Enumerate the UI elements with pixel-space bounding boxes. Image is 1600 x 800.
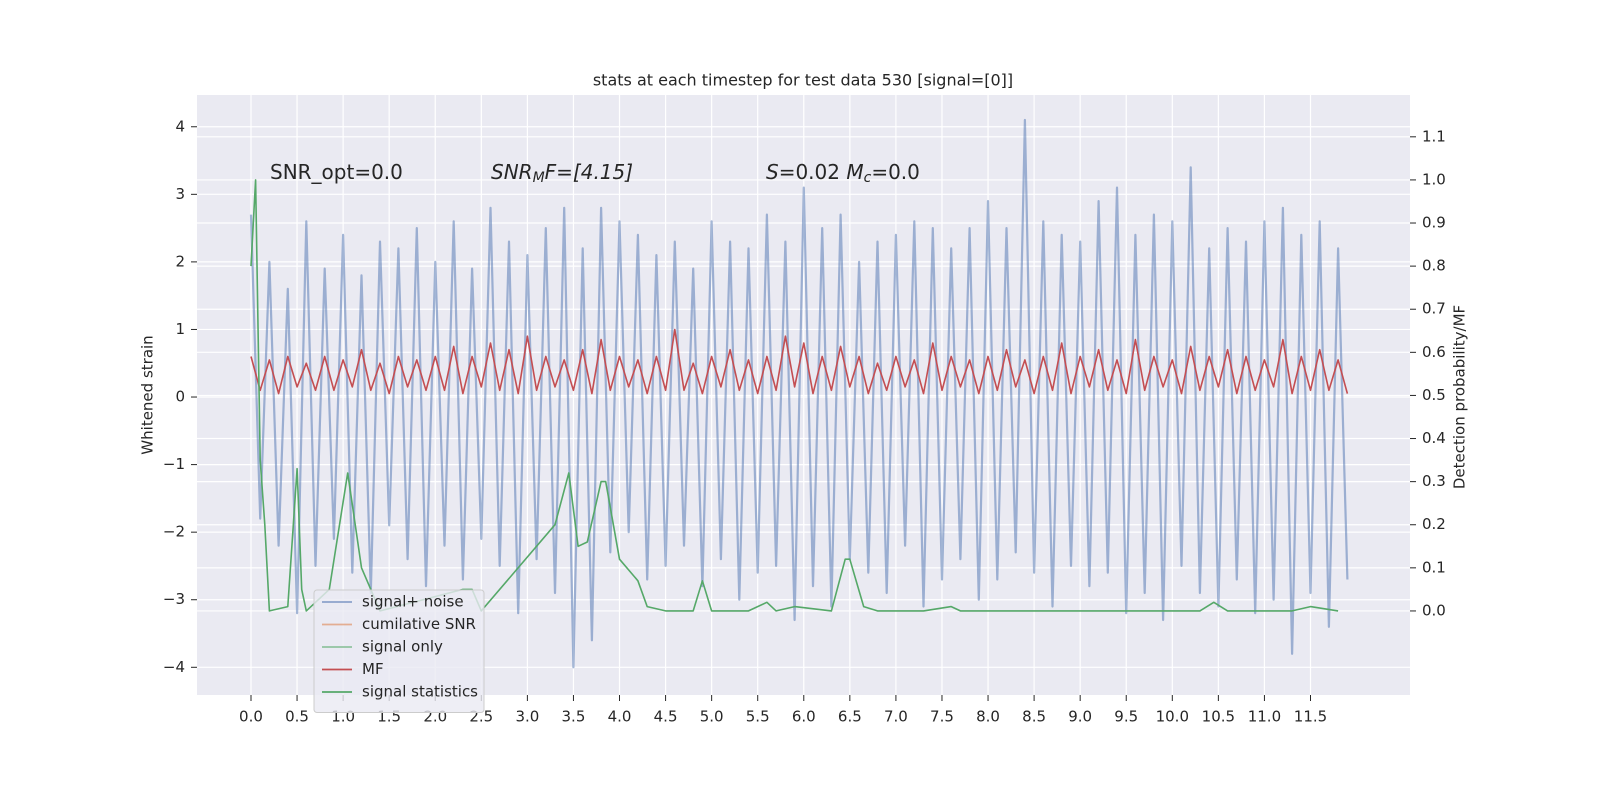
legend-label: signal statistics — [362, 683, 478, 701]
annotation-part: F=[4.15] — [545, 160, 633, 184]
y2-tick-label: 0.0 — [1422, 601, 1446, 619]
y2-tick-label: 1.0 — [1422, 170, 1446, 188]
x-tick-label: 10.5 — [1202, 708, 1235, 726]
x-tick-label: 7.0 — [884, 708, 908, 726]
x-tick-label: 7.5 — [930, 708, 954, 726]
annotation-part: SNR — [491, 160, 533, 184]
x-tick-label: 6.0 — [792, 708, 816, 726]
x-tick-label: 0.0 — [239, 708, 263, 726]
y2-tick-label: 0.4 — [1422, 429, 1446, 447]
x-tick-label: 8.0 — [976, 708, 1000, 726]
legend: signal+ noise cumilative SNR signal only MF… — [313, 589, 485, 713]
annotation-part: c — [864, 170, 872, 186]
y-tick-label: 0 — [175, 388, 185, 406]
y2-axis-label: Detection probability/MF — [1451, 305, 1469, 489]
legend-box — [313, 589, 485, 713]
y-tick-label: 1 — [175, 320, 185, 338]
annotation: S=0.02 Mc=0.0 — [766, 160, 920, 187]
legend-label: signal+ noise — [362, 593, 464, 611]
y-tick-label: −1 — [163, 455, 185, 473]
x-tick-label: 4.0 — [608, 708, 632, 726]
legend-label: cumilative SNR — [362, 615, 476, 633]
y-tick-label: 3 — [175, 185, 185, 203]
x-tick-label: 9.5 — [1114, 708, 1138, 726]
x-tick-label: 3.0 — [515, 708, 539, 726]
y2-tick-label: 0.9 — [1422, 214, 1446, 232]
annotation-part: =0.02 — [779, 160, 847, 184]
annotation: SNRMF=[4.15] — [491, 160, 633, 187]
x-tick-label: 6.5 — [838, 708, 862, 726]
annotation-part: =0.0 — [871, 160, 920, 184]
annotation-part: SNR_opt=0.0 — [270, 160, 403, 184]
y2-tick-label: 1.1 — [1422, 127, 1446, 145]
labels: 0.0 0.5 1.0 1.5 2.0 2.5 3.0 3.5 4.0 4.5 5.0 5.5 6.0 6… — [163, 117, 1446, 725]
legend-label: signal only — [362, 638, 443, 656]
series-line — [249, 118, 1349, 669]
y-axis-label: Whitened strain — [139, 335, 157, 454]
annotation: SNR_opt=0.0 — [270, 160, 403, 184]
annotation-part: S — [766, 160, 779, 184]
x-tick-label: 10.0 — [1156, 708, 1189, 726]
x-tick-label: 5.5 — [746, 708, 770, 726]
x-tick-label: 0.5 — [285, 708, 309, 726]
x-tick-label: 8.5 — [1022, 708, 1046, 726]
y-tick-label: −2 — [163, 523, 185, 541]
x-tick-label: 3.5 — [562, 708, 586, 726]
y2-tick-label: 0.3 — [1422, 472, 1446, 490]
marks — [249, 118, 1349, 669]
y-tick-label: −4 — [163, 658, 185, 676]
series-line — [250, 179, 1339, 612]
y2-tick-label: 0.7 — [1422, 300, 1446, 318]
x-tick-label: 11.5 — [1294, 708, 1327, 726]
x-tick-label: 5.0 — [700, 708, 724, 726]
legend-label: MF — [362, 660, 384, 678]
x-tick-label: 9.0 — [1068, 708, 1092, 726]
series-line — [250, 328, 1349, 395]
y-tick-label: −3 — [163, 590, 185, 608]
y2-tick-label: 0.5 — [1422, 386, 1446, 404]
y-tick-label: 2 — [175, 252, 185, 270]
y2-tick-label: 0.6 — [1422, 343, 1446, 361]
y-tick-label: 4 — [175, 117, 185, 135]
y2-tick-label: 0.2 — [1422, 515, 1446, 533]
y2-tick-label: 0.8 — [1422, 257, 1446, 275]
annotation-part: M — [533, 170, 545, 186]
annotation-part: M — [846, 160, 863, 184]
x-tick-label: 4.5 — [654, 708, 678, 726]
chart-title: stats at each timestep for test data 530… — [593, 71, 1013, 90]
y2-tick-label: 0.1 — [1422, 558, 1446, 576]
x-tick-label: 11.0 — [1248, 708, 1281, 726]
